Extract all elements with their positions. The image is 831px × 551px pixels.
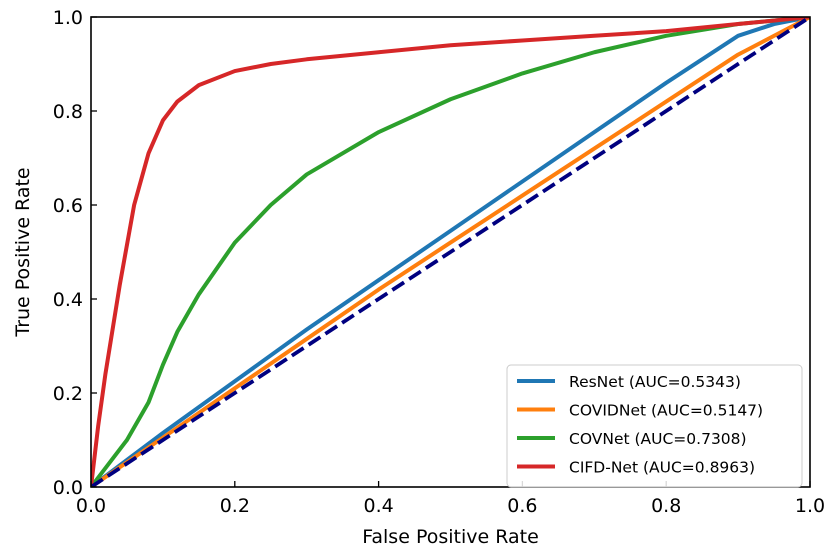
x-tick-label: 0.8 (651, 495, 681, 517)
series-lines (91, 17, 810, 487)
legend-box (506, 364, 803, 488)
x-axis-title: False Positive Rate (362, 526, 539, 548)
y-tick-label: 1.0 (53, 7, 83, 29)
y-tick-label: 0.0 (53, 477, 83, 499)
y-tick-label: 0.2 (53, 383, 83, 405)
y-axis-title: True Positive Rate (12, 167, 34, 337)
series-line-2 (91, 17, 810, 487)
plot-frame (90, 16, 811, 488)
y-tick-label: 0.4 (53, 289, 83, 311)
series-line-1 (91, 17, 810, 487)
x-tick-label: 1.0 (795, 495, 825, 517)
y-tick-label: 0.8 (53, 101, 83, 123)
legend: ResNet (AUC=0.5343) COVIDNet (AUC=0.5147)… (506, 364, 803, 488)
series-line-0 (91, 17, 810, 487)
legend-label: CIFD-Net (AUC=0.8963) (569, 459, 755, 477)
legend-label: COVNet (AUC=0.7308) (569, 430, 747, 448)
legend-label: COVIDNet (AUC=0.5147) (569, 402, 763, 420)
axis-ticks: 0.0 0.2 0.4 0.6 0.8 1.0 0.0 0.2 0.4 0.6 0.8 1.0 (53, 7, 825, 517)
chance-diagonal-line (91, 17, 810, 487)
x-tick-label: 0.2 (220, 495, 250, 517)
x-tick-label: 0.6 (507, 495, 537, 517)
y-tick-label: 0.6 (53, 195, 83, 217)
x-tick-label: 0.4 (363, 495, 393, 517)
series-line-3 (91, 17, 810, 487)
legend-label: ResNet (AUC=0.5343) (569, 373, 741, 391)
x-tick-label: 0.0 (76, 495, 106, 517)
